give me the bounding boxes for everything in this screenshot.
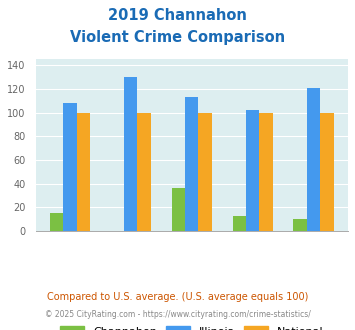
Text: Violent Crime Comparison: Violent Crime Comparison [70,30,285,45]
Bar [198,113,212,231]
Bar [171,188,185,231]
Bar [233,215,246,231]
Bar [124,77,137,231]
Bar [185,97,198,231]
Text: 2019 Channahon: 2019 Channahon [108,8,247,23]
Bar [320,113,334,231]
Bar [294,219,307,231]
Bar [50,213,63,231]
Bar [307,88,320,231]
Legend: Channahon, Illinois, National: Channahon, Illinois, National [60,326,323,330]
Text: © 2025 CityRating.com - https://www.cityrating.com/crime-statistics/: © 2025 CityRating.com - https://www.city… [45,310,310,319]
Bar [137,113,151,231]
Bar [63,103,77,231]
Bar [260,113,273,231]
Text: Compared to U.S. average. (U.S. average equals 100): Compared to U.S. average. (U.S. average … [47,292,308,302]
Bar [246,110,260,231]
Bar [77,113,90,231]
